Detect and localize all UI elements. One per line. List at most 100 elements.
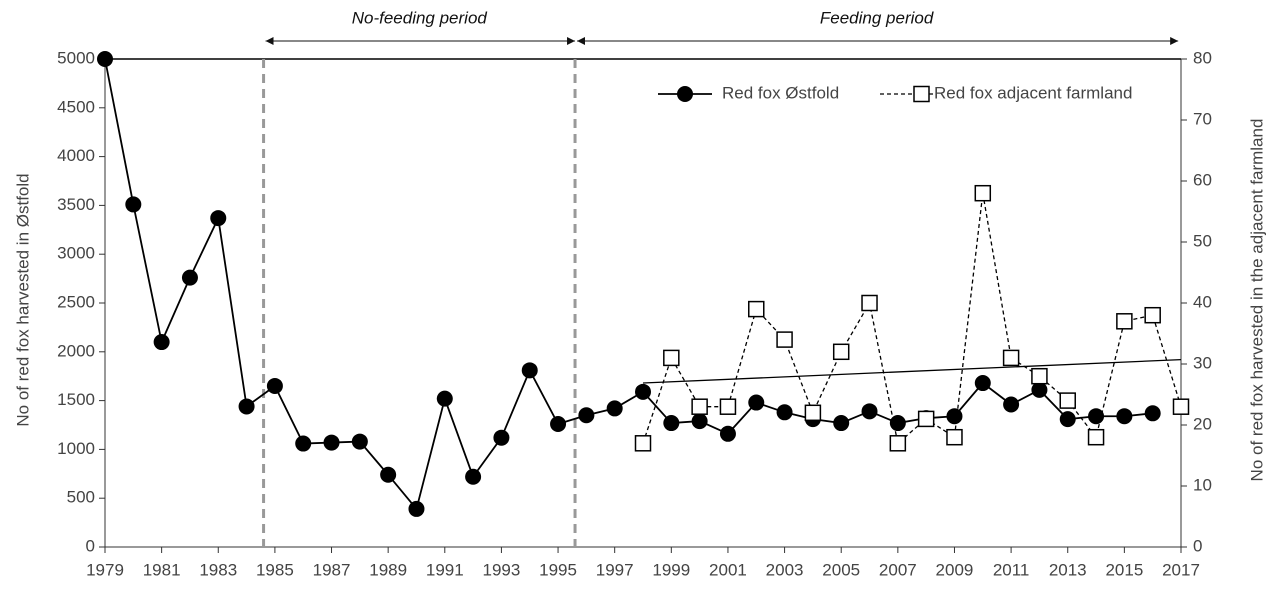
- data-point: [606, 400, 623, 417]
- data-point: [295, 435, 312, 452]
- data-point: [1144, 306, 1161, 324]
- data-point: [351, 433, 368, 450]
- data-point: [917, 410, 935, 428]
- y2-tick-label: 60: [1193, 170, 1212, 189]
- data-point: [408, 500, 425, 517]
- data-point: [578, 407, 595, 424]
- data-point: [889, 435, 907, 452]
- data-point: [1144, 405, 1161, 422]
- data-point: [125, 196, 142, 213]
- y2-axis-title: No of red fox harvested in the adjacent …: [1247, 119, 1266, 482]
- y-axis-title: No of red fox harvested in Østfold: [13, 173, 32, 426]
- y-tick-label: 5000: [57, 48, 95, 67]
- data-point: [1059, 411, 1076, 428]
- trend-line: [642, 358, 1182, 384]
- x-tick-label: 2007: [879, 560, 917, 579]
- y2-tick-label: 40: [1193, 292, 1212, 311]
- data-point: [748, 300, 765, 318]
- x-tick-label: 2003: [766, 560, 804, 579]
- y-tick-label: 3000: [57, 244, 95, 263]
- x-tick-label: 1989: [369, 560, 407, 579]
- x-tick-label: 1997: [596, 560, 634, 579]
- data-point: [550, 416, 567, 433]
- x-tick-label: 1987: [313, 560, 351, 579]
- y-tick-label: 500: [67, 488, 95, 507]
- data-point: [719, 398, 737, 415]
- x-tick-label: 2005: [822, 560, 860, 579]
- data-point: [97, 51, 113, 67]
- data-point: [380, 466, 397, 483]
- data-point: [1003, 396, 1020, 413]
- y-tick-label: 1000: [57, 439, 95, 458]
- x-tick-label: 1991: [426, 560, 464, 579]
- data-point: [663, 415, 680, 432]
- data-point: [1116, 408, 1133, 425]
- legend-label: Red fox Østfold: [722, 83, 839, 102]
- data-point: [238, 398, 255, 415]
- y-tick-label: 0: [86, 536, 95, 555]
- y2-tick-label: 20: [1193, 414, 1212, 433]
- data-point: [946, 408, 963, 425]
- x-tick-label: 1993: [483, 560, 521, 579]
- data-point: [1031, 381, 1048, 398]
- legend-marker: [913, 85, 930, 103]
- data-point: [1031, 367, 1048, 385]
- x-tick-label: 2001: [709, 560, 747, 579]
- data-point: [663, 349, 680, 367]
- data-point: [1087, 428, 1105, 446]
- data-point: [1172, 398, 1190, 415]
- data-point: [748, 394, 765, 411]
- x-tick-label: 2011: [993, 560, 1030, 579]
- y-tick-label: 1500: [57, 390, 95, 409]
- data-point: [889, 415, 906, 432]
- data-point: [974, 375, 991, 392]
- y-tick-label: 4000: [57, 146, 95, 165]
- data-point: [974, 184, 992, 202]
- data-point: [861, 294, 878, 312]
- data-point: [465, 468, 482, 485]
- data-point: [521, 362, 538, 379]
- data-point: [266, 377, 283, 394]
- x-tick-label: 1995: [539, 560, 577, 579]
- data-point: [804, 404, 822, 422]
- data-point: [153, 334, 170, 351]
- data-point: [1116, 313, 1133, 330]
- x-tick-label: 1985: [256, 560, 294, 579]
- y-tick-label: 2500: [57, 292, 95, 311]
- x-tick-label: 2015: [1105, 560, 1143, 579]
- y2-tick-label: 70: [1193, 109, 1212, 128]
- data-point: [181, 269, 198, 286]
- y2-tick-label: 50: [1193, 231, 1212, 250]
- data-point: [493, 429, 510, 446]
- data-point: [832, 343, 850, 361]
- y2-tick-label: 0: [1193, 536, 1202, 555]
- y-tick-label: 4500: [57, 97, 95, 116]
- data-point: [635, 383, 651, 400]
- data-point: [833, 415, 850, 432]
- legend-label: Red fox adjacent farmland: [934, 83, 1132, 102]
- y2-tick-label: 10: [1193, 475, 1212, 494]
- data-point: [776, 331, 793, 348]
- x-tick-label: 2009: [936, 560, 974, 579]
- data-point: [861, 403, 878, 420]
- data-point: [719, 425, 736, 442]
- data-point: [210, 210, 227, 227]
- y-tick-label: 3500: [57, 195, 95, 214]
- data-point: [691, 398, 708, 415]
- data-point: [1059, 392, 1076, 409]
- data-point: [1088, 408, 1105, 425]
- x-tick-label: 2013: [1049, 560, 1087, 579]
- legend-marker: [677, 86, 693, 102]
- data-point: [436, 390, 453, 407]
- data-point: [323, 434, 340, 451]
- x-tick-label: 1999: [652, 560, 690, 579]
- x-tick-label: 2017: [1162, 560, 1200, 579]
- y2-tick-label: 30: [1193, 353, 1212, 372]
- period-label: No-feeding period: [352, 8, 488, 27]
- x-tick-label: 1983: [199, 560, 237, 579]
- y2-tick-label: 80: [1193, 48, 1212, 67]
- period-label: Feeding period: [820, 8, 934, 27]
- data-point: [946, 428, 963, 446]
